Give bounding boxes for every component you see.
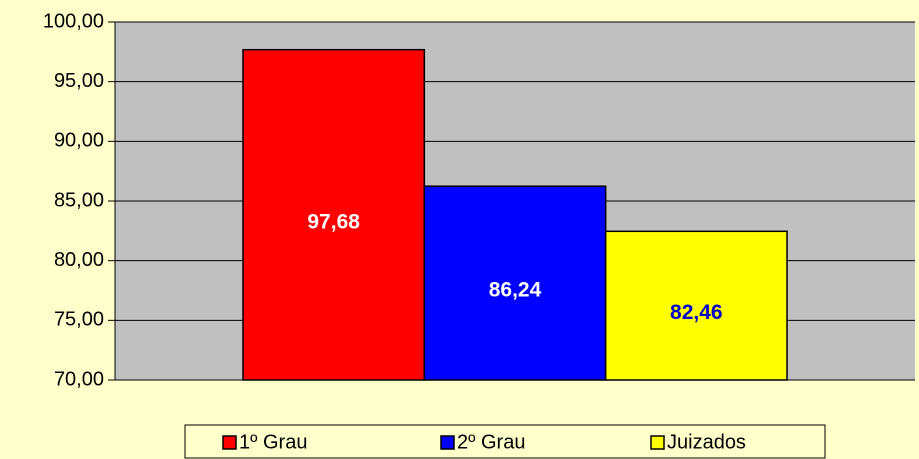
y-tick-label: 90,00: [54, 130, 104, 152]
legend-swatch: [440, 435, 455, 450]
legend-label: Juizados: [667, 431, 746, 453]
legend-label: 2º Grau: [457, 431, 525, 453]
y-tick-label: 70,00: [54, 368, 104, 390]
legend-swatch: [222, 435, 237, 450]
legend-box: [184, 424, 826, 459]
y-tick-label: 95,00: [54, 70, 104, 92]
y-tick-label: 85,00: [54, 189, 104, 211]
y-tick-label: 100,00: [43, 10, 104, 32]
legend-swatch: [650, 435, 665, 450]
y-tick-label: 80,00: [54, 249, 104, 271]
y-tick-label: 75,00: [54, 309, 104, 331]
bar: [604, 230, 788, 381]
value-label: 86,24: [489, 279, 542, 302]
value-label: 97,68: [307, 210, 360, 233]
legend-label: 1º Grau: [239, 431, 307, 453]
value-label: 82,46: [670, 301, 723, 324]
